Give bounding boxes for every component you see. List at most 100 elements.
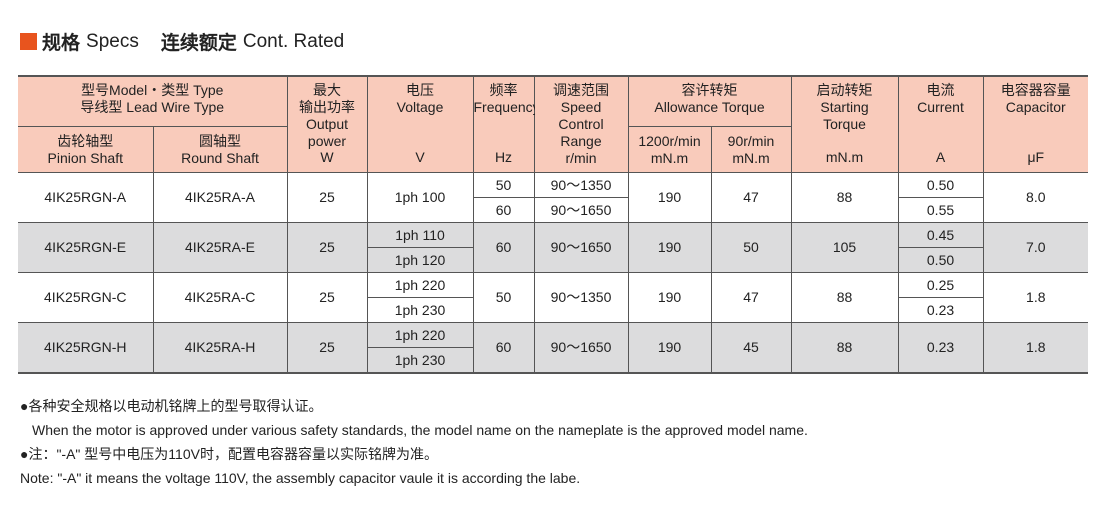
header-speed-line: r/min: [565, 150, 597, 166]
cell-pinion-shaft: 4IK25RGN-H: [18, 322, 154, 374]
header-torque-90: 90r/min mN.m: [710, 126, 792, 173]
header-starting-torque-line: Torque: [823, 116, 866, 132]
header-pinion-shaft-line: 齿轮轴型: [57, 132, 114, 149]
header-round-shaft: 圆轴型 Round Shaft: [152, 126, 288, 173]
header-frequency-line: 频率: [489, 82, 518, 98]
cell-frequency: 50: [472, 172, 535, 198]
cell-voltage: 1ph 220: [366, 272, 474, 298]
header-power-line: 输出功率: [299, 99, 355, 115]
header-capacitor: 电容器容量 Capacitor μF: [982, 75, 1089, 173]
cell-capacitor: 1.8: [982, 322, 1089, 374]
cell-voltage: 1ph 220: [366, 322, 474, 348]
header-allowance-torque-line: Allowance Torque: [654, 99, 765, 115]
cell-current: 0.23: [897, 297, 984, 323]
header-voltage-unit: V: [415, 149, 425, 165]
header-power-unit: W: [320, 149, 334, 165]
cell-speed: 90～1350: [533, 172, 629, 198]
cell-voltage: 1ph 120: [367, 247, 474, 273]
header-voltage-line: 电压: [406, 82, 434, 98]
header-frequency-line: Frequency: [473, 99, 540, 115]
cell-power: 25: [286, 272, 368, 323]
cell-current: 0.25: [897, 272, 984, 298]
header-starting-torque-unit: mN.m: [825, 149, 864, 165]
cell-round-shaft: 4IK25RA-A: [152, 172, 288, 223]
table-row: 4IK25RGN-A 4IK25RA-A 25 1ph 100 50 90～1350 190…: [18, 172, 1089, 223]
header-torque-1200: 1200r/min mN.m: [627, 126, 712, 173]
cell-power: 25: [286, 222, 368, 273]
notes: ●各种安全规格以电动机铭牌上的型号取得认证。 When the motor is…: [20, 394, 808, 490]
cell-frequency: 60: [472, 322, 535, 374]
cell-voltage: 1ph 110: [366, 222, 474, 248]
header-starting-torque-line: Starting: [820, 99, 869, 115]
cell-starting-torque: 88: [790, 272, 899, 323]
cell-torque-90: 47: [710, 272, 792, 323]
note-2-cn: ●注："-A" 型号中电压为110V时，配置电容器容量以实际铭牌为准。: [20, 446, 438, 462]
specs-table: 型号Model・类型 Type 导线型 Lead Wire Type 最大 输出功率 O…: [18, 75, 1089, 374]
cell-current: 0.45: [897, 222, 984, 248]
header-current: 电流 Current A: [897, 75, 984, 173]
table-row: 1ph 230 0.23: [18, 297, 1088, 323]
title-en-rated: Cont. Rated: [242, 30, 345, 52]
cell-capacitor: 7.0: [982, 222, 1089, 273]
header-speed-line: Speed: [560, 99, 602, 115]
header-round-shaft-line: Round Shaft: [181, 149, 259, 166]
header-model-type-line: 导线型 Lead Wire Type: [80, 99, 225, 115]
title-square-icon: [20, 33, 37, 50]
header-pinion-shaft: 齿轮轴型 Pinion Shaft: [18, 126, 154, 173]
header-capacitor-unit: μF: [1027, 149, 1045, 165]
table-row: 4IK25RGN-E 4IK25RA-E 25 1ph 110 60 90～1650 190…: [18, 222, 1089, 273]
cell-current: 0.55: [897, 197, 984, 223]
header-torque-90-line: mN.m: [732, 149, 770, 166]
cell-starting-torque: 88: [790, 172, 899, 223]
cell-frequency: 50: [472, 272, 535, 323]
header-capacitor-line: 电容器容量: [1000, 82, 1071, 98]
header-current-unit: A: [935, 149, 946, 165]
cell-power: 25: [286, 322, 368, 374]
cell-torque-90: 50: [710, 222, 792, 273]
table-row: 1ph 120 0.50: [18, 247, 1088, 273]
cell-voltage: 1ph 230: [367, 347, 473, 374]
header-voltage-line: Voltage: [396, 99, 444, 115]
cell-round-shaft: 4IK25RA-C: [152, 272, 288, 323]
header-frequency: 频率 Frequency Hz: [472, 75, 540, 173]
title-en-specs: Specs: [86, 30, 139, 52]
cell-speed: 90～1350: [533, 272, 629, 323]
cell-torque-1200: 190: [627, 322, 712, 374]
cell-current: 0.50: [897, 247, 984, 273]
header-allowance-torque: 容许转矩 Allowance Torque: [627, 75, 792, 127]
header-current-line: Current: [917, 99, 964, 115]
header-capacitor-line: Capacitor: [1005, 99, 1066, 115]
table-row: 1ph 230: [18, 347, 1088, 374]
table-row: 4IK25RGN-C 4IK25RA-C 25 1ph 220 50 90～1350 190…: [18, 272, 1089, 323]
header-torque-1200-line: mN.m: [650, 149, 689, 166]
header-round-shaft-line: 圆轴型: [199, 132, 241, 149]
cell-current: 0.23: [897, 322, 984, 374]
header-model-type: 型号Model・类型 Type 导线型 Lead Wire Type: [18, 75, 288, 127]
header-power-line: 最大: [313, 82, 341, 98]
cell-round-shaft: 4IK25RA-E: [152, 222, 288, 273]
header-speed-line: 调速范围: [553, 82, 609, 98]
header-allowance-torque-line: 容许转矩: [681, 82, 738, 98]
cell-pinion-shaft: 4IK25RGN-E: [18, 222, 154, 273]
title-cn-rated: 连续额定: [160, 33, 237, 54]
cell-starting-torque: 88: [790, 322, 899, 374]
header-speed-line: Range: [560, 133, 602, 149]
cell-pinion-shaft: 4IK25RGN-A: [18, 172, 154, 223]
cell-pinion-shaft: 4IK25RGN-C: [18, 272, 154, 323]
table-row: 4IK25RGN-H 4IK25RA-H 25 1ph 220 60 90～1650 190…: [18, 322, 1089, 374]
cell-torque-1200: 190: [627, 172, 712, 223]
cell-current: 0.50: [897, 172, 984, 198]
cell-starting-torque: 105: [790, 222, 899, 273]
cell-round-shaft: 4IK25RA-H: [152, 322, 288, 374]
cell-capacitor: 8.0: [982, 172, 1089, 223]
header-power-line: power: [307, 133, 347, 149]
header-starting-torque: 启动转矩 Starting Torque mN.m: [790, 75, 899, 173]
title-cn-specs: 规格: [42, 33, 81, 54]
section-title: 规格 Specs 连续额定 Cont. Rated: [20, 28, 344, 55]
header-current-line: 电流: [926, 82, 955, 98]
header-torque-1200-line: 1200r/min: [638, 132, 701, 149]
header-torque-90-line: 90r/min: [727, 132, 775, 149]
header-starting-torque-line: 启动转矩: [816, 82, 873, 98]
note-1-cn: ●各种安全规格以电动机铭牌上的型号取得认证。: [20, 398, 323, 414]
cell-torque-1200: 190: [627, 222, 712, 273]
